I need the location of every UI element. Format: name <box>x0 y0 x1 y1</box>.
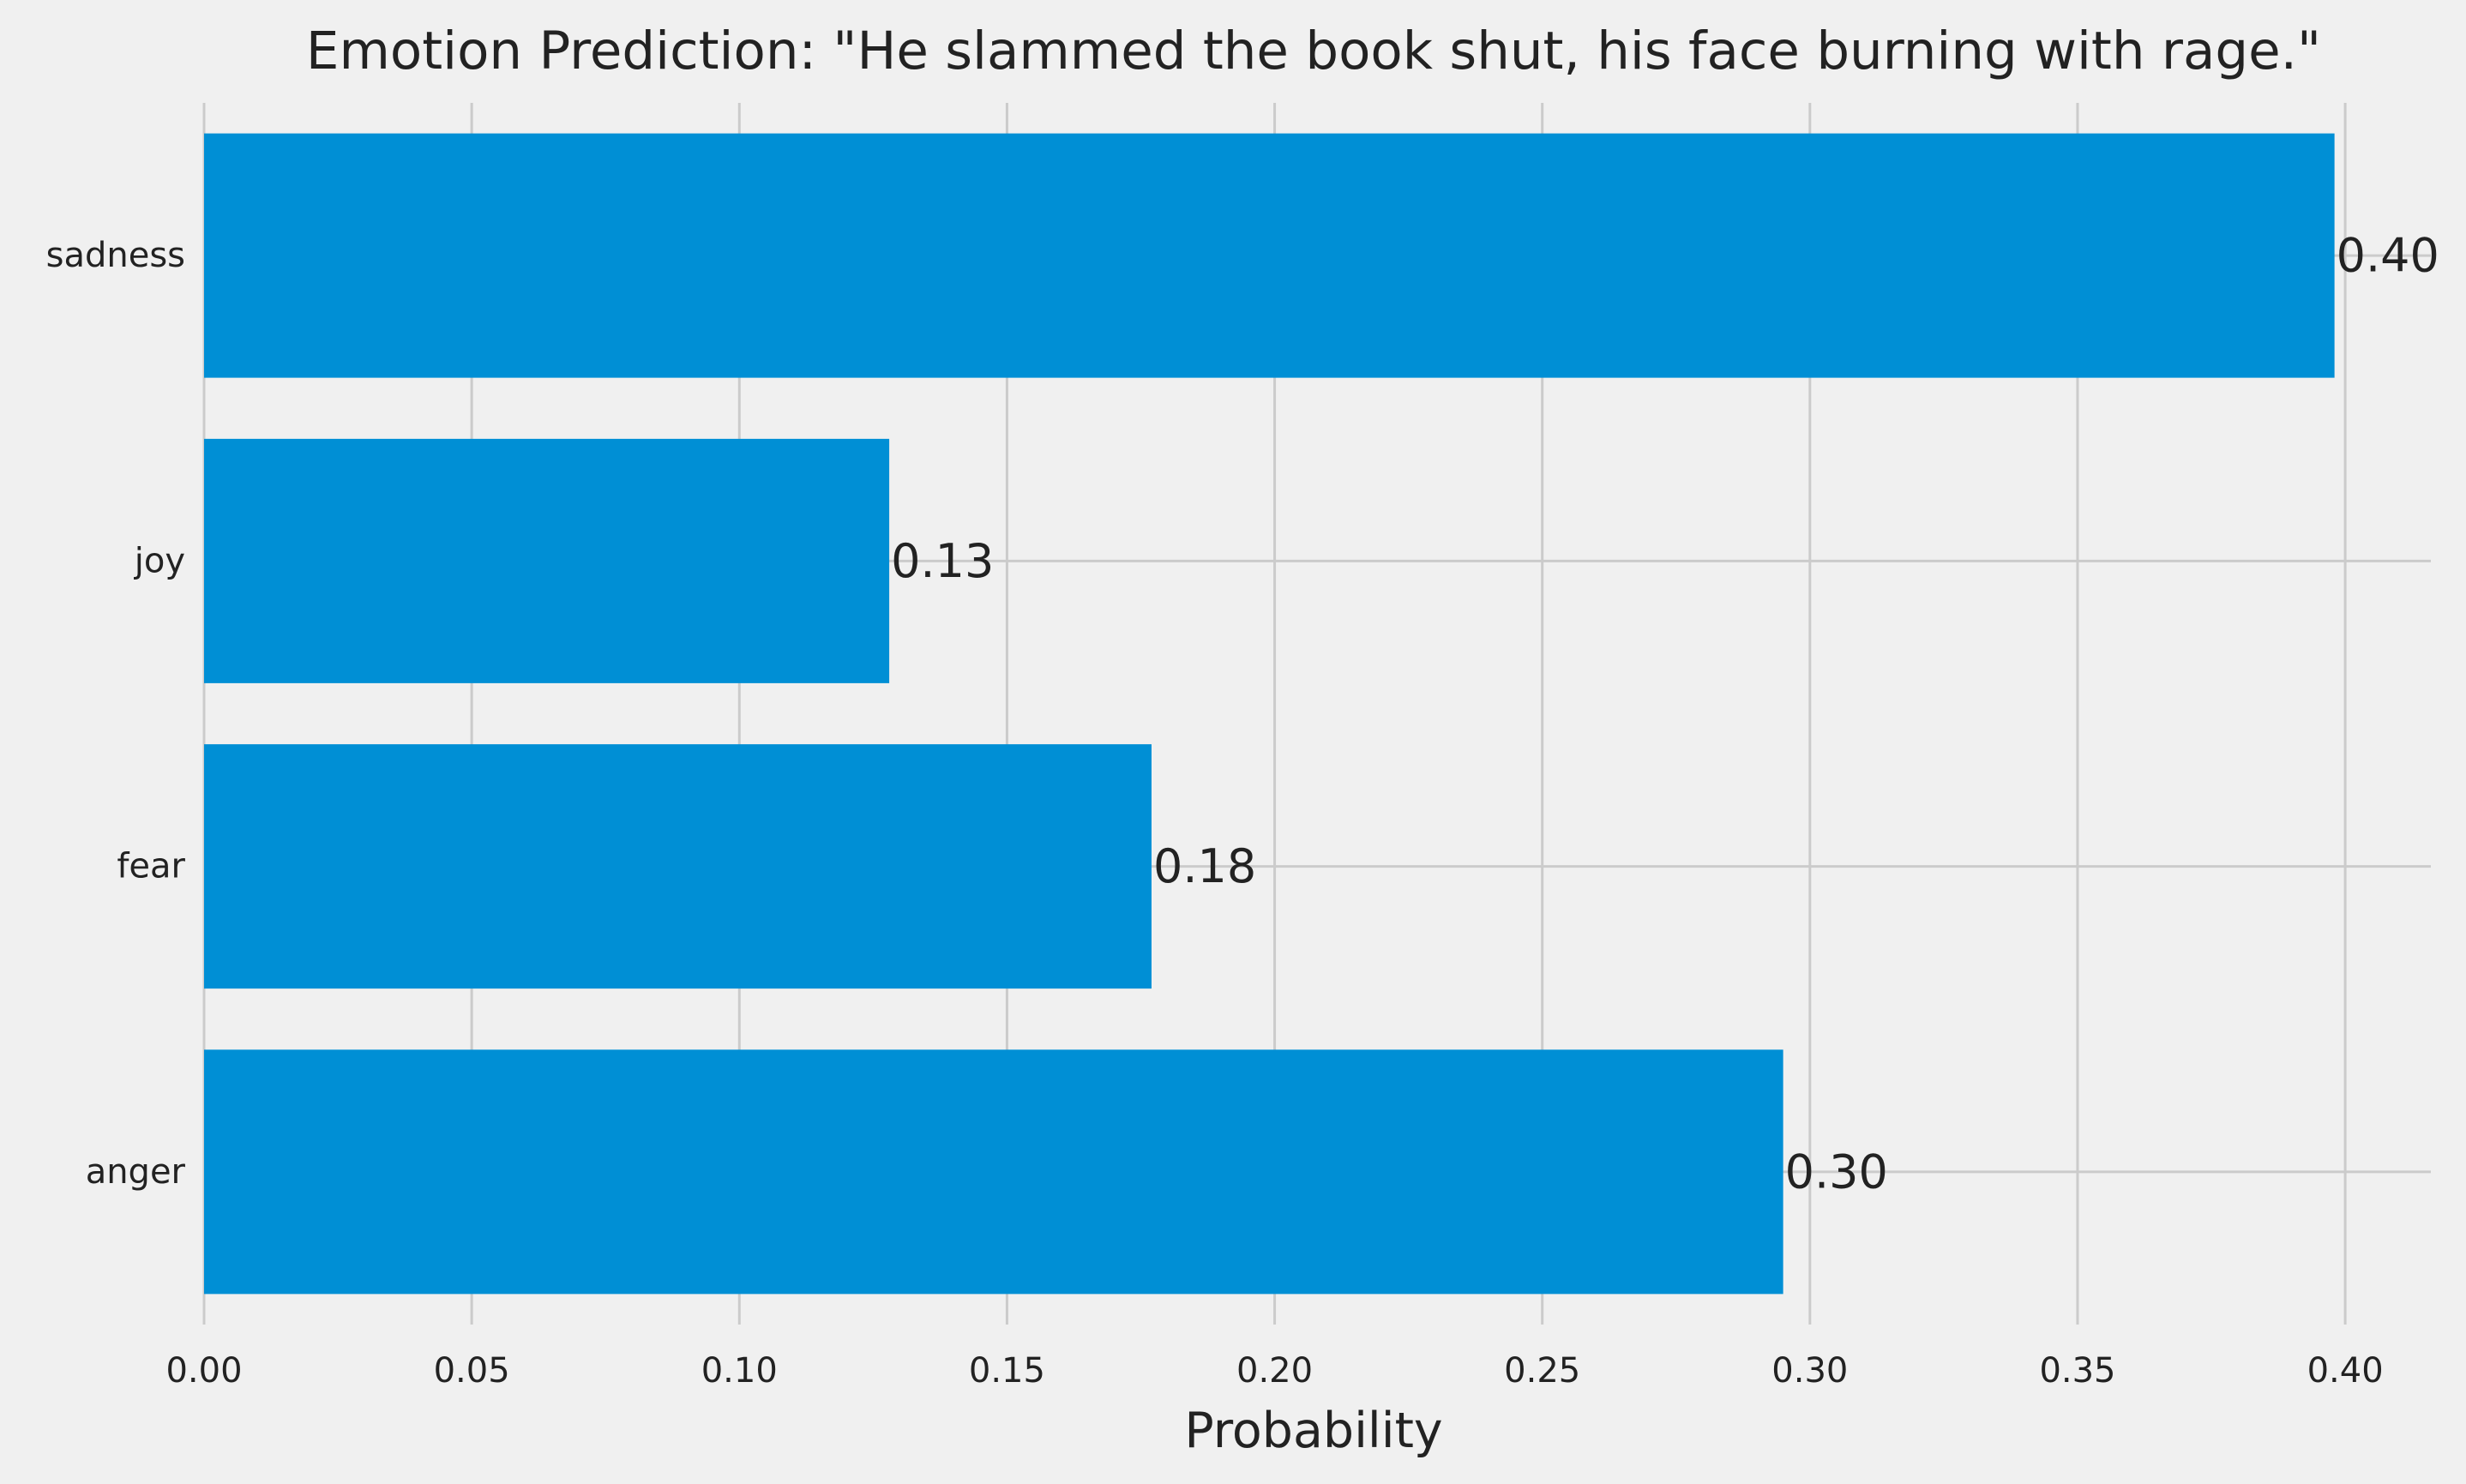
y-tick-label: joy <box>134 541 185 580</box>
bar-fear <box>204 744 1152 989</box>
bar-sadness <box>204 133 2335 378</box>
bar-joy <box>204 438 890 683</box>
value-label-sadness: 0.40 <box>2337 229 2439 283</box>
y-tick-label: sadness <box>46 236 185 275</box>
x-tick-label: 0.00 <box>165 1351 242 1391</box>
x-tick-label: 0.05 <box>434 1351 510 1391</box>
chart-title: Emotion Prediction: "He slammed the book… <box>306 21 2321 81</box>
y-tick-label: anger <box>86 1152 186 1192</box>
y-tick-label: fear <box>117 847 185 886</box>
bar-anger <box>204 1049 1783 1295</box>
x-axis-ticks: 0.00 0.05 0.10 0.15 0.20 0.25 0.30 0.35 0.40 <box>165 1351 2383 1391</box>
value-label-joy: 0.13 <box>891 534 994 588</box>
value-label-fear: 0.18 <box>1153 839 1256 893</box>
x-tick-label: 0.25 <box>1504 1351 1580 1391</box>
x-tick-label: 0.30 <box>1771 1351 1848 1391</box>
x-tick-label: 0.15 <box>969 1351 1045 1391</box>
value-labels: 0.30 0.18 0.13 0.40 <box>891 229 2439 1199</box>
x-tick-label: 0.20 <box>1236 1351 1313 1391</box>
bars <box>204 133 2335 1295</box>
x-tick-label: 0.40 <box>2307 1351 2384 1391</box>
x-axis-label: Probability <box>1184 1403 1442 1459</box>
value-label-anger: 0.30 <box>1785 1145 1888 1199</box>
x-tick-label: 0.35 <box>2039 1351 2115 1391</box>
y-axis-ticks: anger fear joy sadness <box>46 236 186 1192</box>
x-tick-label: 0.10 <box>701 1351 778 1391</box>
